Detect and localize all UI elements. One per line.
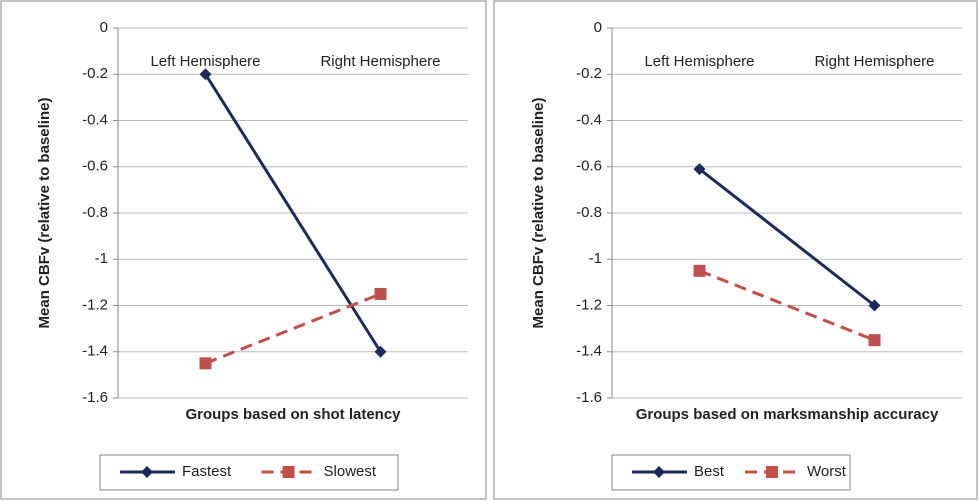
category-label: Left Hemisphere — [150, 53, 260, 70]
marker — [693, 264, 706, 277]
category-label: Right Hemisphere — [320, 53, 440, 70]
y-tick-label: -1.2 — [82, 296, 108, 313]
y-tick-label: 0 — [100, 19, 108, 36]
marker — [868, 334, 881, 347]
y-tick-label: -1.2 — [576, 296, 602, 313]
marker — [199, 68, 212, 81]
y-tick-label: -0.8 — [82, 204, 108, 221]
y-tick-label: -0.2 — [576, 65, 602, 82]
legend-label: Fastest — [182, 463, 232, 480]
y-axis-title: Mean CBFv (relative to baseline) — [36, 98, 53, 329]
y-tick-label: -0.8 — [576, 204, 602, 221]
marker — [374, 345, 387, 358]
x-axis-title: Groups based on shot latency — [185, 406, 401, 423]
y-tick-label: -0.6 — [82, 158, 108, 175]
y-tick-label: -0.2 — [82, 65, 108, 82]
marker — [374, 287, 387, 300]
marker — [199, 357, 212, 370]
category-label: Right Hemisphere — [814, 53, 934, 70]
y-tick-label: -1 — [589, 250, 602, 267]
y-tick-label: -1.4 — [82, 343, 108, 360]
y-tick-label: 0 — [594, 19, 602, 36]
legend-marker — [141, 466, 153, 478]
panel-border — [493, 0, 978, 500]
legend-label: Worst — [807, 463, 847, 480]
y-tick-label: -1.4 — [576, 343, 602, 360]
marker — [868, 299, 881, 312]
y-tick-label: -0.4 — [82, 111, 108, 128]
legend-marker — [766, 466, 779, 478]
y-tick-label: -1 — [95, 250, 108, 267]
y-axis-title: Mean CBFv (relative to baseline) — [530, 98, 547, 329]
y-tick-label: -1.6 — [82, 389, 108, 406]
legend-label: Best — [694, 463, 725, 480]
category-label: Left Hemisphere — [644, 53, 754, 70]
panel-border — [0, 0, 487, 500]
y-tick-label: -0.4 — [576, 111, 602, 128]
series-line — [698, 167, 876, 307]
y-tick-label: -0.6 — [576, 158, 602, 175]
legend-marker — [282, 466, 295, 478]
series-line — [204, 292, 382, 365]
series-line — [698, 269, 876, 342]
y-tick-label: -1.6 — [576, 389, 602, 406]
x-axis-title: Groups based on marksmanship accuracy — [636, 406, 939, 423]
marker — [693, 163, 706, 176]
legend-marker — [653, 466, 665, 478]
legend-label: Slowest — [324, 463, 377, 480]
